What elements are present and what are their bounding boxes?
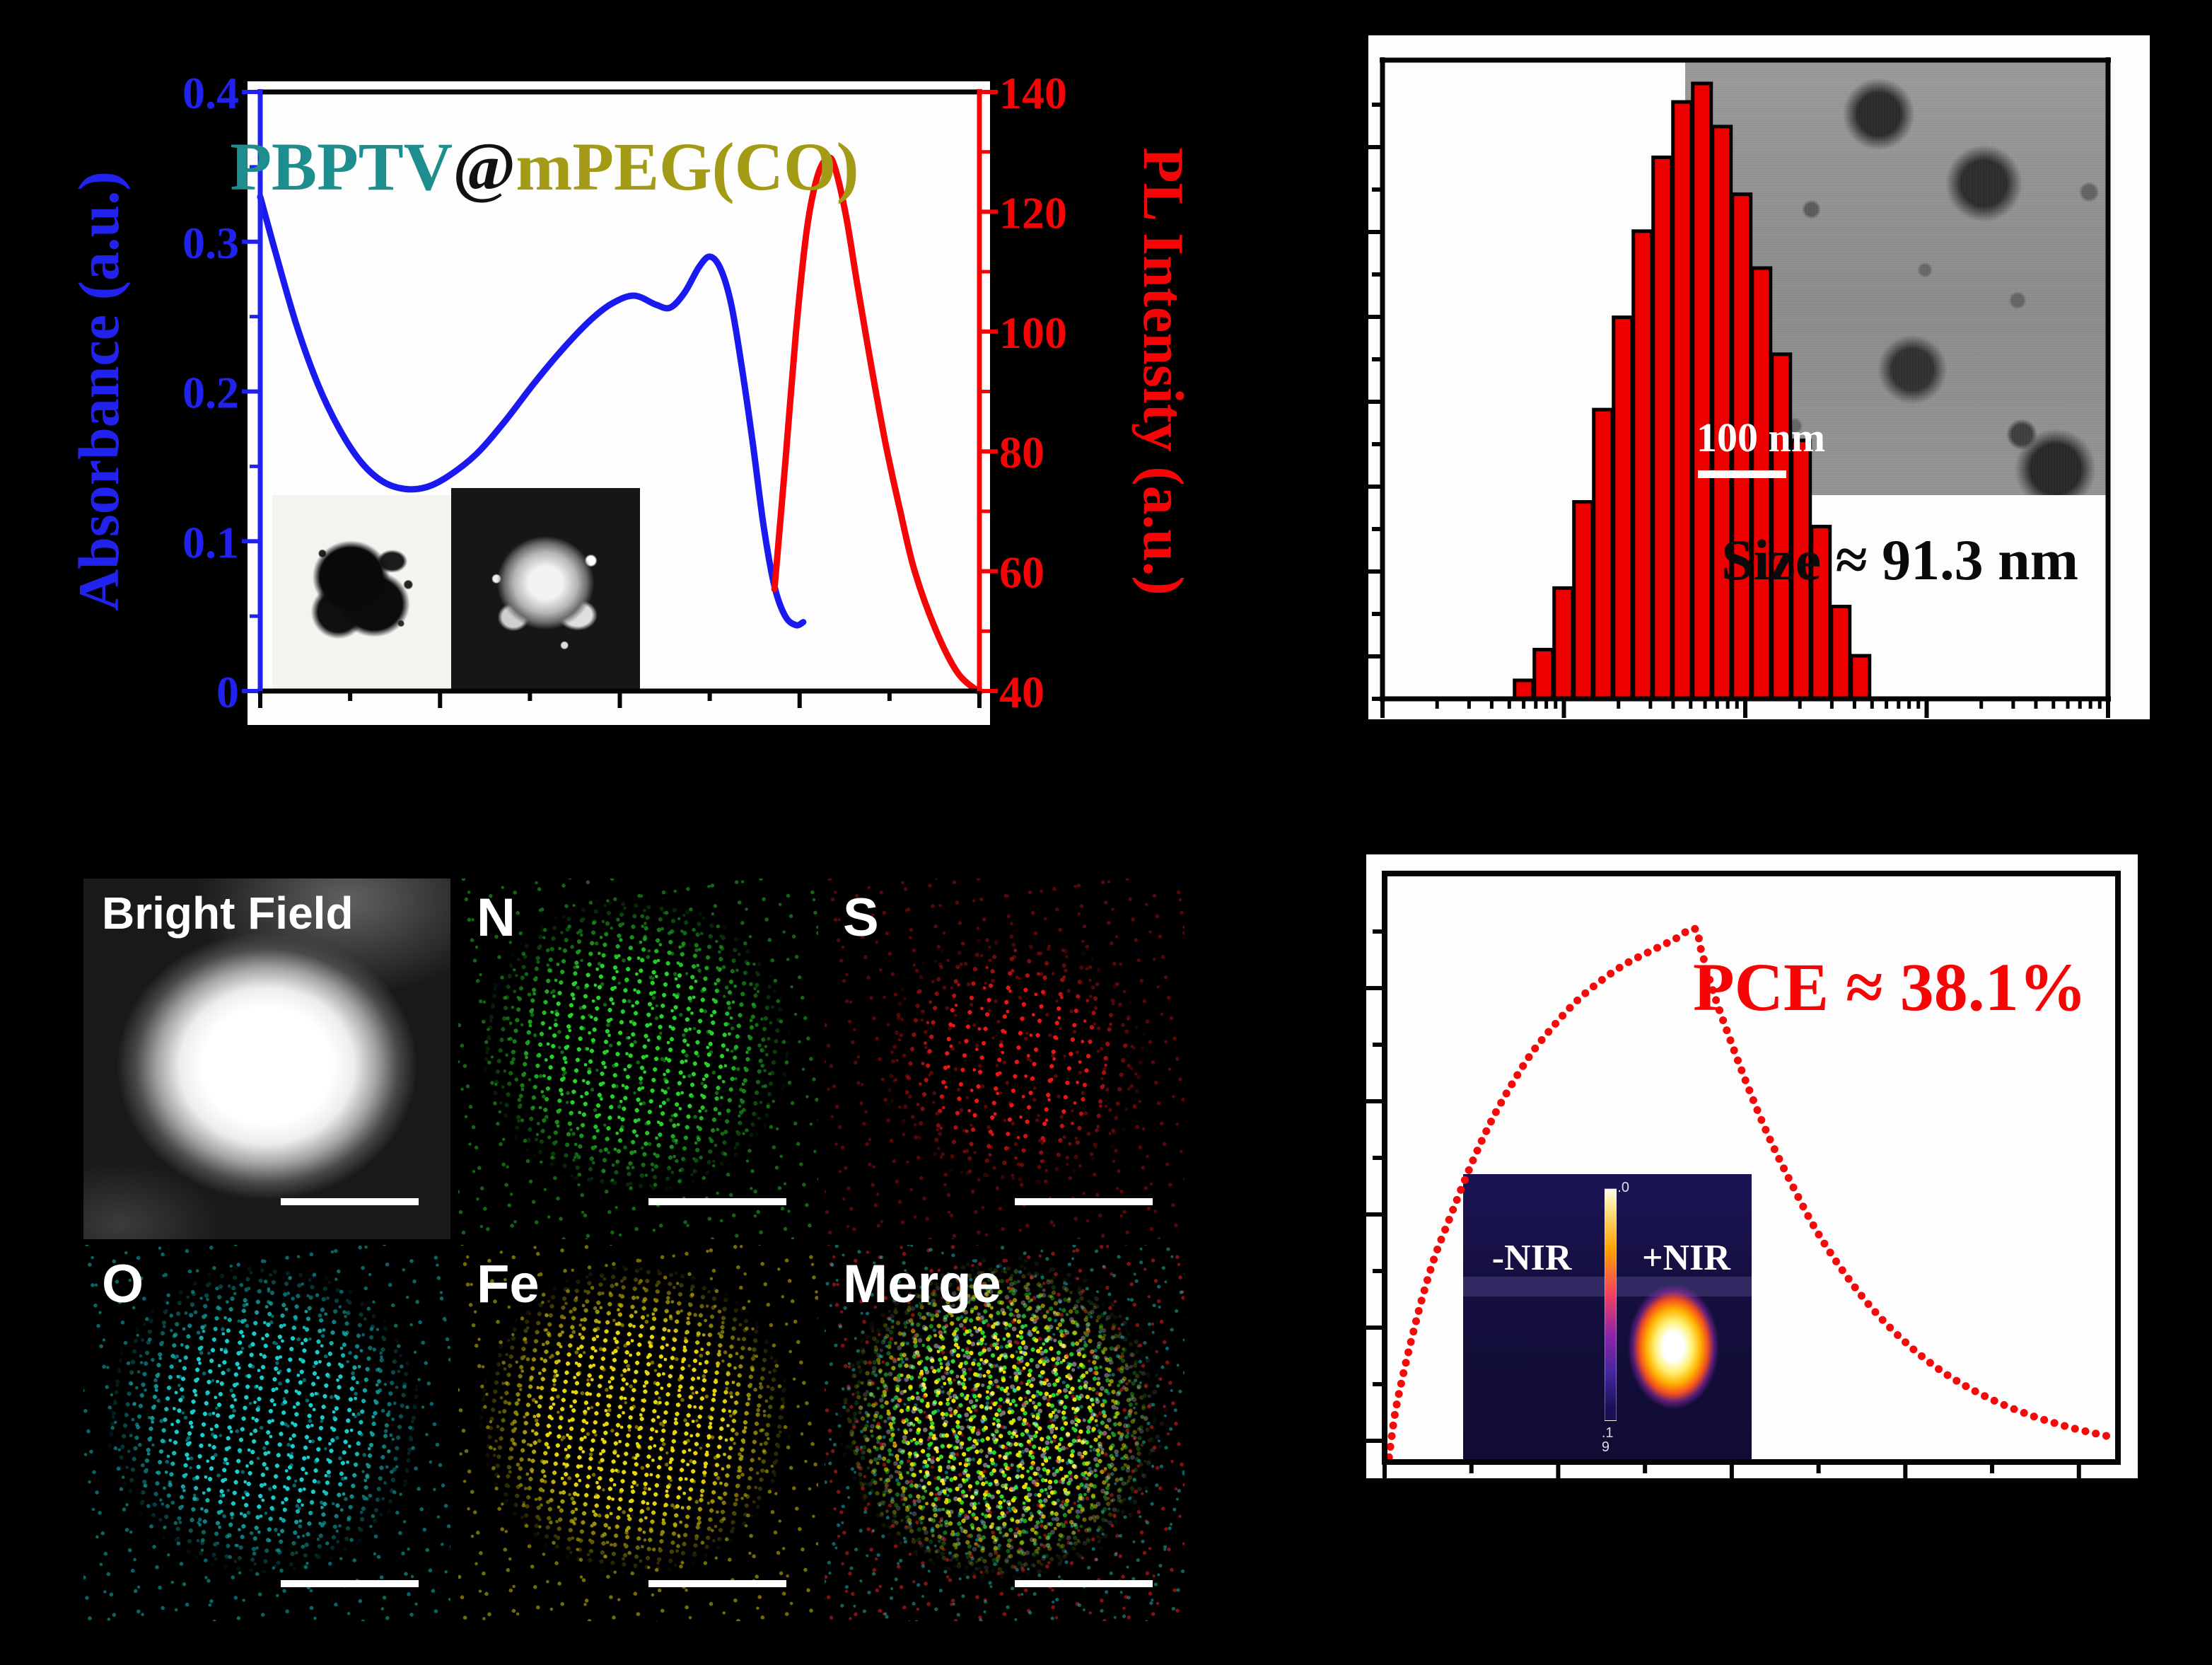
eds-tile-merge: Merge — [825, 1245, 1184, 1621]
thermal-image-inset: -NIR +NIR .0 .1 9 — [1463, 1174, 1752, 1459]
thermal-colorbar — [1604, 1188, 1617, 1421]
eds-tile-sulfur: S — [825, 878, 1184, 1239]
svg-text:140: 140 — [999, 68, 1067, 118]
svg-text:60: 60 — [999, 547, 1044, 598]
eds-tile-bright-field: Bright Field — [83, 878, 450, 1239]
tile-scalebar — [648, 1198, 786, 1205]
eds-tile-nitrogen: N — [458, 878, 818, 1239]
tile-label: Bright Field — [102, 888, 354, 939]
tile-label: S — [843, 888, 879, 948]
spectra-tick-labels: 0.4 0.3 0.2 0.1 0 140 120 100 80 60 40 — [182, 68, 1067, 717]
svg-text:0: 0 — [216, 667, 239, 717]
absorbance-axis-label: Absorbance (a.u.) — [66, 171, 131, 611]
histogram-svg — [1364, 57, 2111, 718]
spectra-svg: 0.4 0.3 0.2 0.1 0 140 120 100 80 60 40 PBPTV@mPEG(… — [182, 68, 1067, 717]
colorbar-min-label2: 9 — [1601, 1439, 1609, 1455]
spectra-axes — [242, 89, 998, 708]
panel-a-title: PBPTV@mPEG(CO) — [230, 129, 858, 204]
powder-photo-inset — [272, 495, 451, 690]
eds-tile-oxygen: O — [83, 1245, 450, 1621]
tile-label: O — [102, 1254, 144, 1314]
panel-d-photothermal: -NIR +NIR .0 .1 9 PCE ≈ 38.1% — [1106, 832, 2212, 1665]
colorbar-max-label: .0 — [1617, 1180, 1629, 1196]
tile-scalebar — [281, 1198, 419, 1205]
tile-scalebar — [648, 1580, 786, 1587]
photothermal-curve — [1385, 924, 2121, 1461]
tem-scalebar-label: 100 nm — [1696, 414, 1826, 460]
svg-text:0.2: 0.2 — [182, 368, 239, 418]
svg-text:0.4: 0.4 — [182, 68, 239, 118]
minus-nir-label: -NIR — [1491, 1237, 1572, 1278]
svg-text:40: 40 — [999, 667, 1044, 717]
panel-c-eds-mapping: Bright Field N S O Fe Merge — [0, 832, 1273, 1665]
photothermal-svg — [1365, 871, 2121, 1480]
tile-label: Fe — [477, 1254, 540, 1314]
tile-scalebar — [281, 1580, 419, 1587]
photothermal-axes — [1365, 871, 2121, 1480]
thermal-hotspot — [1622, 1282, 1726, 1425]
histogram-bars — [1513, 81, 1872, 701]
bright-field-particle — [105, 922, 429, 1211]
size-annotation: Size ≈ 91.3 nm — [1721, 528, 2079, 592]
plus-nir-label: +NIR — [1641, 1237, 1730, 1278]
tile-label: N — [477, 888, 516, 948]
spectra-curves — [257, 154, 983, 696]
tile-scalebar — [1015, 1580, 1153, 1587]
svg-text:0.3: 0.3 — [182, 218, 239, 268]
eds-tile-iron: Fe — [458, 1245, 818, 1621]
pce-annotation: PCE ≈ 38.1% — [1693, 949, 2087, 1025]
tem-scalebar — [1698, 470, 1786, 478]
svg-text:0.1: 0.1 — [182, 517, 239, 567]
svg-text:120: 120 — [999, 187, 1067, 238]
fluorescence-photo-inset — [451, 488, 640, 690]
svg-text:100: 100 — [999, 308, 1067, 358]
panel-b-size-distribution: 100 nm Size ≈ 91.3 nm — [1106, 0, 2212, 832]
colorbar-min-label: .1 — [1601, 1425, 1614, 1441]
panel-a-spectra: 0.4 0.3 0.2 0.1 0 140 120 100 80 60 40 PBPTV@mPEG(… — [0, 0, 1106, 832]
svg-text:80: 80 — [999, 427, 1044, 477]
histogram-axes — [1364, 57, 2111, 718]
tile-scalebar — [1015, 1198, 1153, 1205]
tile-label: Merge — [843, 1254, 1001, 1314]
